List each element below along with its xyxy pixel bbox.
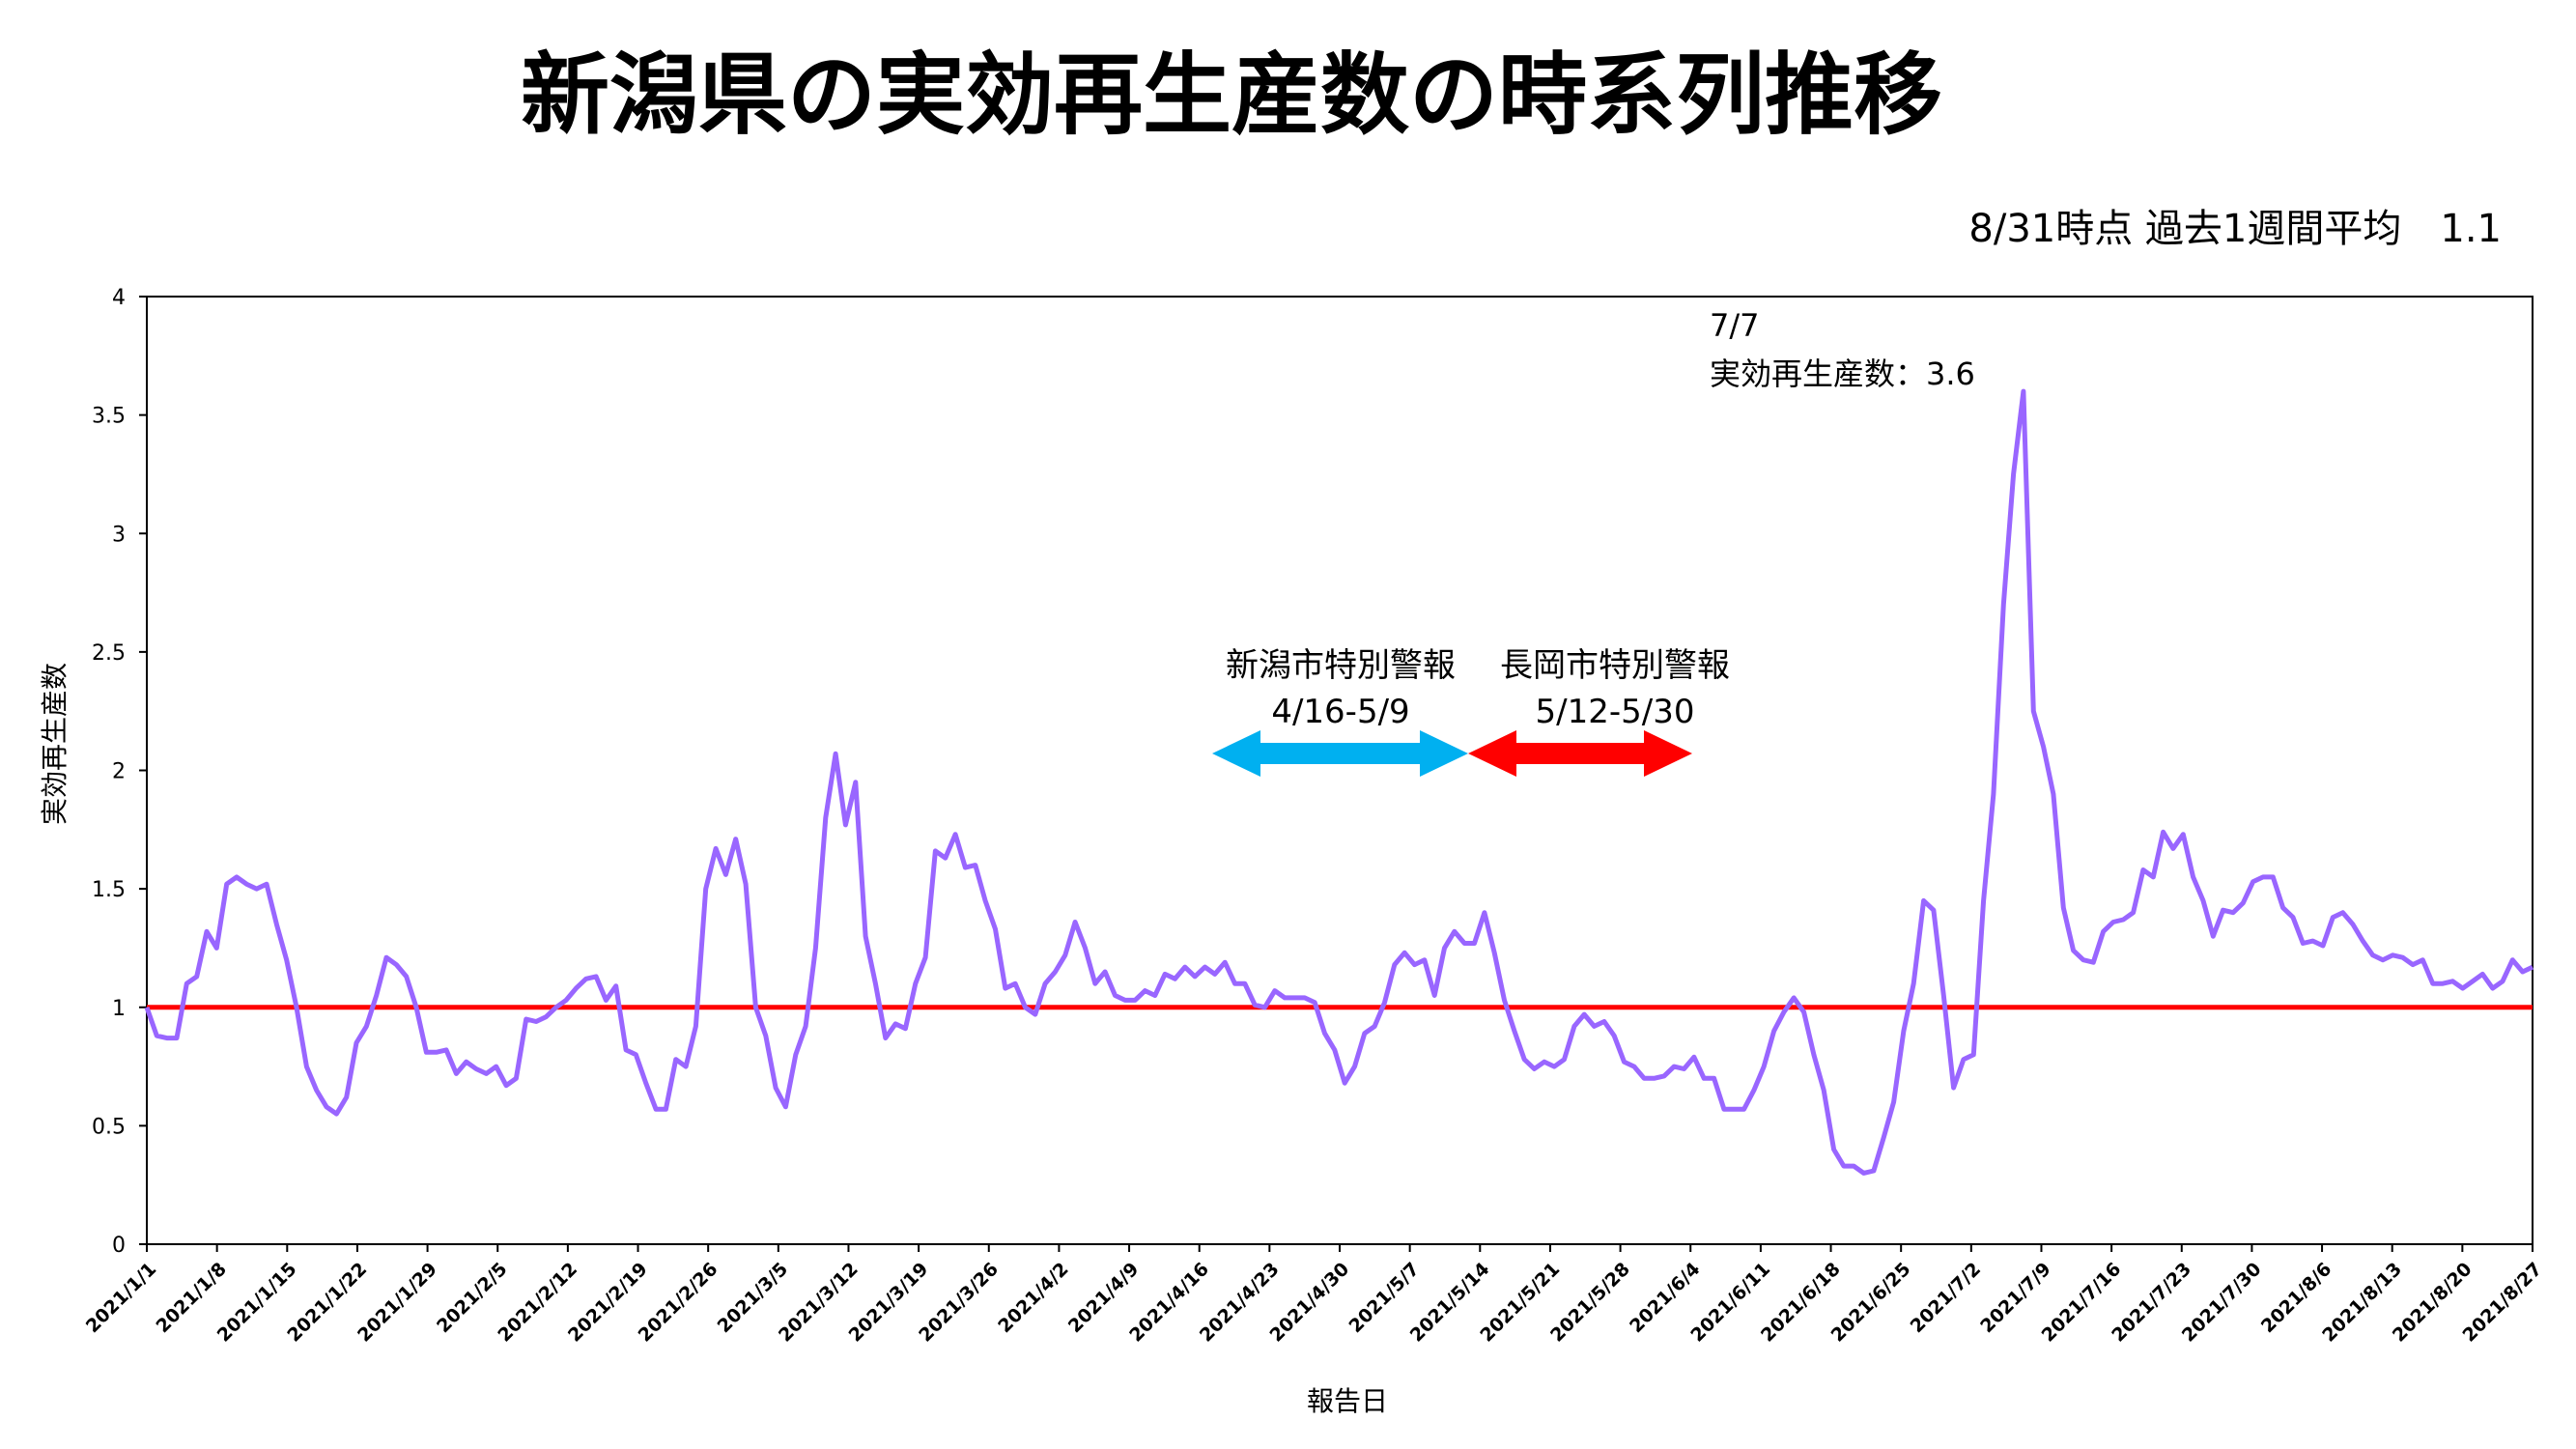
- chart-title: 新潟県の実効再生産数の時系列推移: [521, 43, 1942, 147]
- niigata-alert-arrow: [1212, 730, 1468, 777]
- chart-subtitle: 8/31時点 過去1週間平均 1.1: [1968, 207, 2502, 251]
- y-tick-label: 3: [112, 523, 126, 547]
- y-tick-label: 0: [112, 1234, 126, 1258]
- y-tick-label: 1: [112, 997, 126, 1021]
- nagaoka-alert-arrow: [1468, 730, 1692, 777]
- x-axis-title: 報告日: [1307, 1385, 1388, 1417]
- plot-area: 00.511.522.533.542021/1/12021/1/82021/1/…: [82, 286, 2546, 1347]
- x-tick-label: 2021/7/2: [1907, 1259, 1985, 1337]
- y-tick-label: 1.5: [92, 878, 126, 902]
- nagaoka-alert-range: 5/12-5/30: [1536, 693, 1695, 731]
- y-tick-label: 3.5: [92, 405, 126, 429]
- y-tick-label: 4: [112, 286, 126, 310]
- y-tick-label: 0.5: [92, 1115, 126, 1139]
- plot-frame: [146, 296, 2534, 1245]
- niigata-alert-range: 4/16-5/9: [1271, 693, 1409, 731]
- nagaoka-alert-label: 長岡市特別警報: [1500, 646, 1730, 685]
- x-tick-label: 2021/1/1: [82, 1259, 160, 1337]
- niigata-alert-label: 新潟市特別警報: [1226, 646, 1456, 685]
- y-axis-title: 実効再生産数: [39, 663, 71, 825]
- x-tick-label: 2021/4/2: [994, 1259, 1072, 1337]
- series-line: [144, 388, 2534, 1176]
- peak-value-label: 実効再生産数：3.6: [1710, 355, 1975, 392]
- y-tick-label: 2: [112, 760, 126, 784]
- y-tick-label: 2.5: [92, 641, 126, 666]
- peak-date-label: 7/7: [1710, 307, 1760, 344]
